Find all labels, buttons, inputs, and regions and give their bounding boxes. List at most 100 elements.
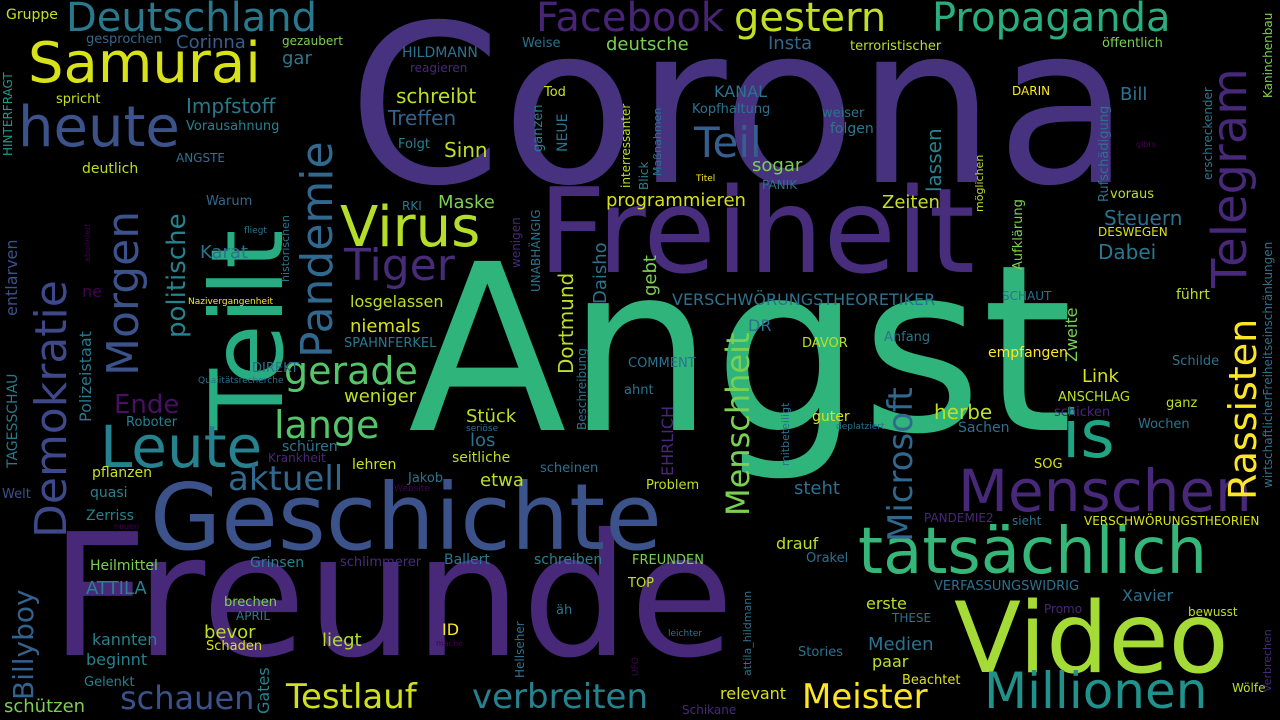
word: schauen xyxy=(120,679,255,717)
word: Treffen xyxy=(388,106,457,130)
word: Weise xyxy=(522,36,561,51)
word: spricht xyxy=(56,92,101,107)
word: niemals xyxy=(350,316,421,337)
word: Nazivergangenheit xyxy=(188,297,274,307)
word: liegt xyxy=(322,630,362,651)
word: gebt xyxy=(640,255,661,296)
word: Beschreibung xyxy=(575,348,589,430)
word: Pandemie xyxy=(292,141,343,358)
word: interressanter xyxy=(619,103,633,188)
word: heute xyxy=(18,95,180,160)
word: Sinn xyxy=(444,138,488,162)
word: Stück xyxy=(466,406,517,427)
word: drauf xyxy=(776,534,819,553)
word: ID xyxy=(442,620,460,639)
word: Karat xyxy=(200,242,249,263)
word: verbreiten xyxy=(472,677,648,717)
word: Freiheit xyxy=(538,162,976,300)
word: Billyboy xyxy=(7,589,40,700)
word: seitliche xyxy=(452,450,511,466)
word: leichter xyxy=(668,629,702,639)
word: DESWEGEN xyxy=(1098,225,1168,239)
word: Jakob xyxy=(408,471,444,486)
word: Angst xyxy=(408,215,1073,485)
word: NEUE xyxy=(555,113,571,152)
word: Tiger xyxy=(344,240,455,291)
word: möglichen xyxy=(973,154,986,212)
word: Bill xyxy=(1120,84,1148,105)
word: programmieren xyxy=(606,190,746,211)
word: reagieren xyxy=(410,61,468,75)
word: Vorausahnung xyxy=(186,119,280,134)
word: APRIL xyxy=(236,609,271,623)
word: deplatziert xyxy=(836,422,885,432)
word: Steuern xyxy=(1104,206,1183,230)
word: Daisho xyxy=(590,242,611,304)
word: Blick xyxy=(637,161,651,190)
word: Beachtet xyxy=(902,673,961,688)
word: Wölfe xyxy=(1232,681,1266,695)
word: Xavier xyxy=(1122,586,1174,605)
word: Promo xyxy=(1044,602,1083,616)
word: Gruppe xyxy=(6,7,58,23)
word: Dabei xyxy=(1098,240,1157,264)
word: aktuell xyxy=(228,459,344,499)
word: paar xyxy=(872,652,909,671)
word: Hellseher xyxy=(513,621,527,678)
word: Stories xyxy=(798,645,844,660)
word: Zerriss xyxy=(86,508,134,524)
word: Welt xyxy=(2,487,31,502)
word: Kopfhaltung xyxy=(692,102,771,117)
word: schreibt xyxy=(396,84,477,108)
word: Deutschland xyxy=(66,0,317,41)
word: Schilde xyxy=(1172,354,1220,369)
word: Grinsen xyxy=(250,555,305,571)
word: Anfang xyxy=(884,330,931,345)
word: los xyxy=(470,430,496,451)
word: steht xyxy=(794,478,840,499)
word: UFO xyxy=(631,657,641,676)
word: bewusst xyxy=(1188,605,1238,619)
word: beginnt xyxy=(86,650,148,669)
word: VERFASSUNGSWIDRIG xyxy=(934,579,1080,594)
word: Rassisten xyxy=(1221,318,1265,500)
word: gerade xyxy=(284,349,418,393)
word: Millionen xyxy=(984,662,1208,720)
word: ATTILA xyxy=(86,578,147,599)
word: Medien xyxy=(868,634,934,655)
word: ganzen xyxy=(531,104,546,152)
word: politische xyxy=(162,213,192,338)
word: RKI xyxy=(402,199,422,213)
word: kannten xyxy=(92,630,158,649)
word: Zeiten xyxy=(882,192,940,213)
word: wirtschaftlicherFreiheitseinschränkungen xyxy=(1261,241,1275,488)
word: sieht xyxy=(1012,514,1042,528)
word: erschreckender xyxy=(1201,87,1215,180)
word: Freunde xyxy=(50,498,735,696)
word: SCHAUT xyxy=(1002,289,1052,303)
word: Video xyxy=(954,582,1229,696)
word: guter xyxy=(812,409,850,425)
word: Virus xyxy=(340,195,481,260)
word: PANIK xyxy=(762,178,798,192)
word: Qualitätsrecherche xyxy=(198,376,284,386)
word: PANDEMIE2 xyxy=(924,511,994,525)
word: Menschheit xyxy=(719,332,757,516)
word: is xyxy=(1062,396,1115,473)
word: gesprochen xyxy=(86,32,162,47)
word: SOG xyxy=(1034,457,1063,472)
word: Ende xyxy=(114,390,180,420)
word: neuen xyxy=(114,522,140,531)
word: ahnt xyxy=(624,383,654,398)
word: Warum xyxy=(206,194,253,209)
word: Gates xyxy=(254,667,273,714)
word: Link xyxy=(1082,366,1119,387)
word: Schaden xyxy=(206,639,263,654)
word: Folgt xyxy=(398,137,430,152)
word: Sachen xyxy=(958,420,1010,436)
word: DIREKT xyxy=(252,361,299,376)
word: fliegt xyxy=(244,226,267,236)
word: Tod xyxy=(544,85,566,100)
word: SPAHNFERKEL xyxy=(344,336,437,351)
